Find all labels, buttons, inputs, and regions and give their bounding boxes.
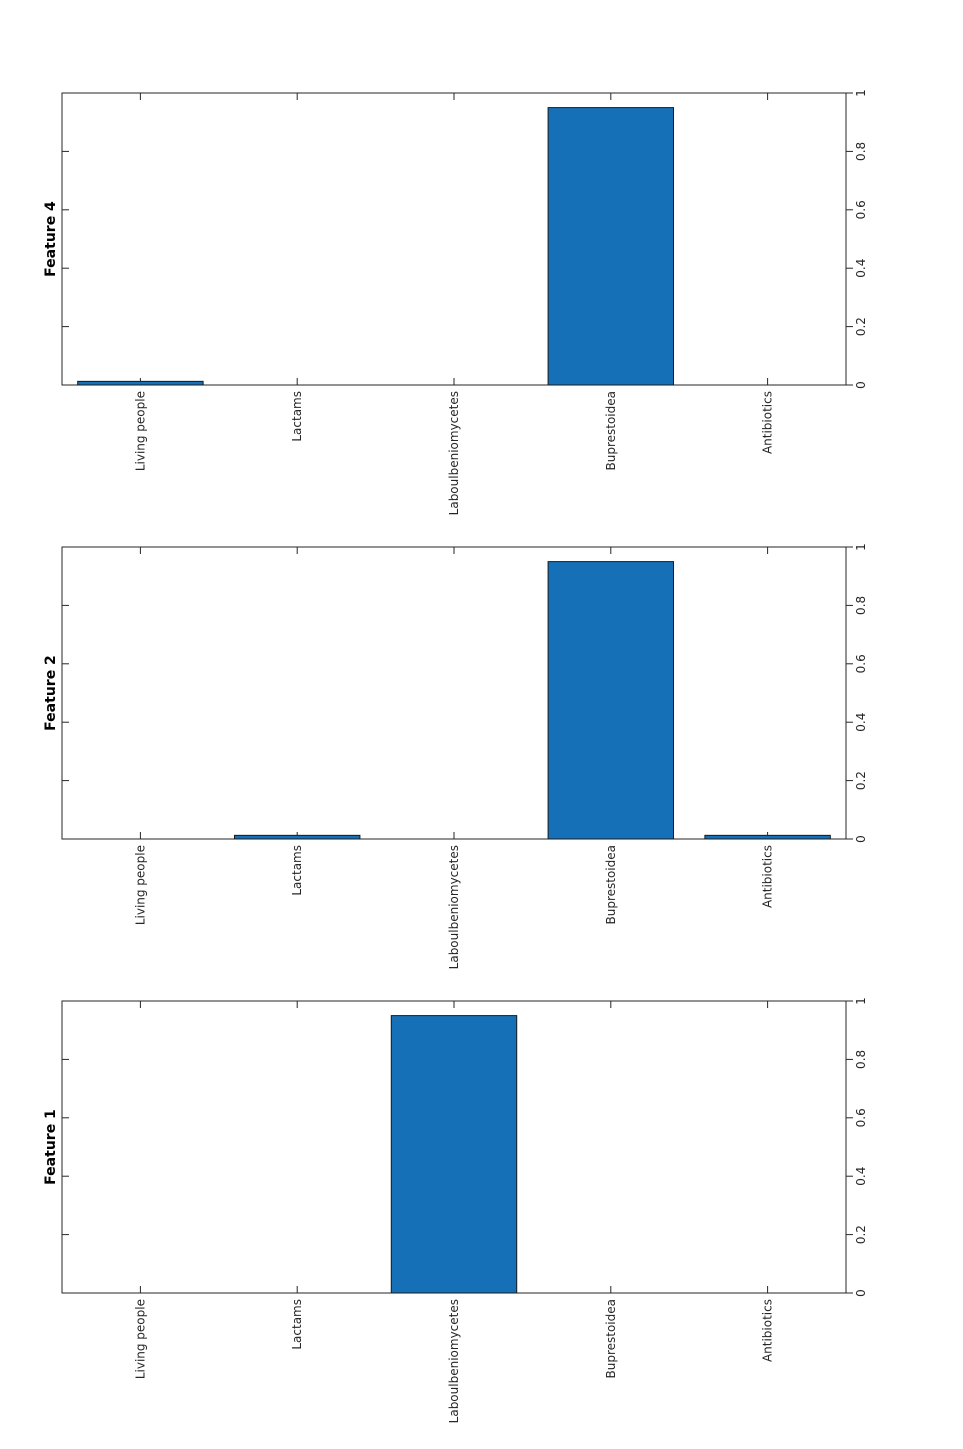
bar [547, 107, 675, 386]
value-tick-label: 0.8 [854, 142, 868, 161]
value-tick-label: 0 [854, 381, 868, 389]
category-label: Antibiotics [761, 391, 775, 454]
bar [704, 834, 831, 840]
category-label: Antibiotics [761, 845, 775, 908]
category-label: Living people [133, 391, 147, 471]
value-tick-label: 0.2 [854, 1225, 868, 1244]
value-tick-label: 0.4 [854, 1167, 868, 1186]
panel-title: Feature 4 [43, 201, 59, 277]
value-tick-label: 1 [854, 997, 868, 1005]
panel-title: Feature 2 [43, 655, 59, 731]
category-label: Buprestoidea [604, 391, 618, 471]
bar [77, 380, 204, 386]
value-tick-label: 0.2 [854, 317, 868, 336]
bar [547, 561, 675, 840]
category-label: Living people [133, 845, 147, 925]
value-tick-label: 0.4 [854, 713, 868, 732]
value-tick-label: 0 [854, 835, 868, 843]
category-label: Laboulbeniomycetes [447, 845, 461, 969]
category-label: Buprestoidea [604, 845, 618, 925]
category-label: Lactams [290, 845, 304, 896]
value-tick-label: 0.8 [854, 1050, 868, 1069]
value-tick-label: 0 [854, 1289, 868, 1297]
category-label: Buprestoidea [604, 1299, 618, 1379]
plot-frame [61, 546, 847, 840]
bar [233, 834, 361, 840]
category-label: Living people [133, 1299, 147, 1379]
category-label: Laboulbeniomycetes [447, 1299, 461, 1423]
category-label: Lactams [290, 391, 304, 442]
category-label: Antibiotics [761, 1299, 775, 1362]
value-tick-label: 1 [854, 543, 868, 551]
category-label: Lactams [290, 1299, 304, 1350]
value-tick-label: 0.6 [854, 200, 868, 219]
value-tick-label: 0.6 [854, 654, 868, 673]
value-tick-label: 0.4 [854, 259, 868, 278]
value-tick-label: 0.6 [854, 1108, 868, 1127]
bar [390, 1015, 518, 1294]
value-tick-label: 0.2 [854, 771, 868, 790]
value-tick-label: 0.8 [854, 596, 868, 615]
category-label: Laboulbeniomycetes [447, 391, 461, 515]
panel-title: Feature 1 [43, 1109, 59, 1185]
plot-frame [61, 92, 847, 386]
value-tick-label: 1 [854, 89, 868, 97]
